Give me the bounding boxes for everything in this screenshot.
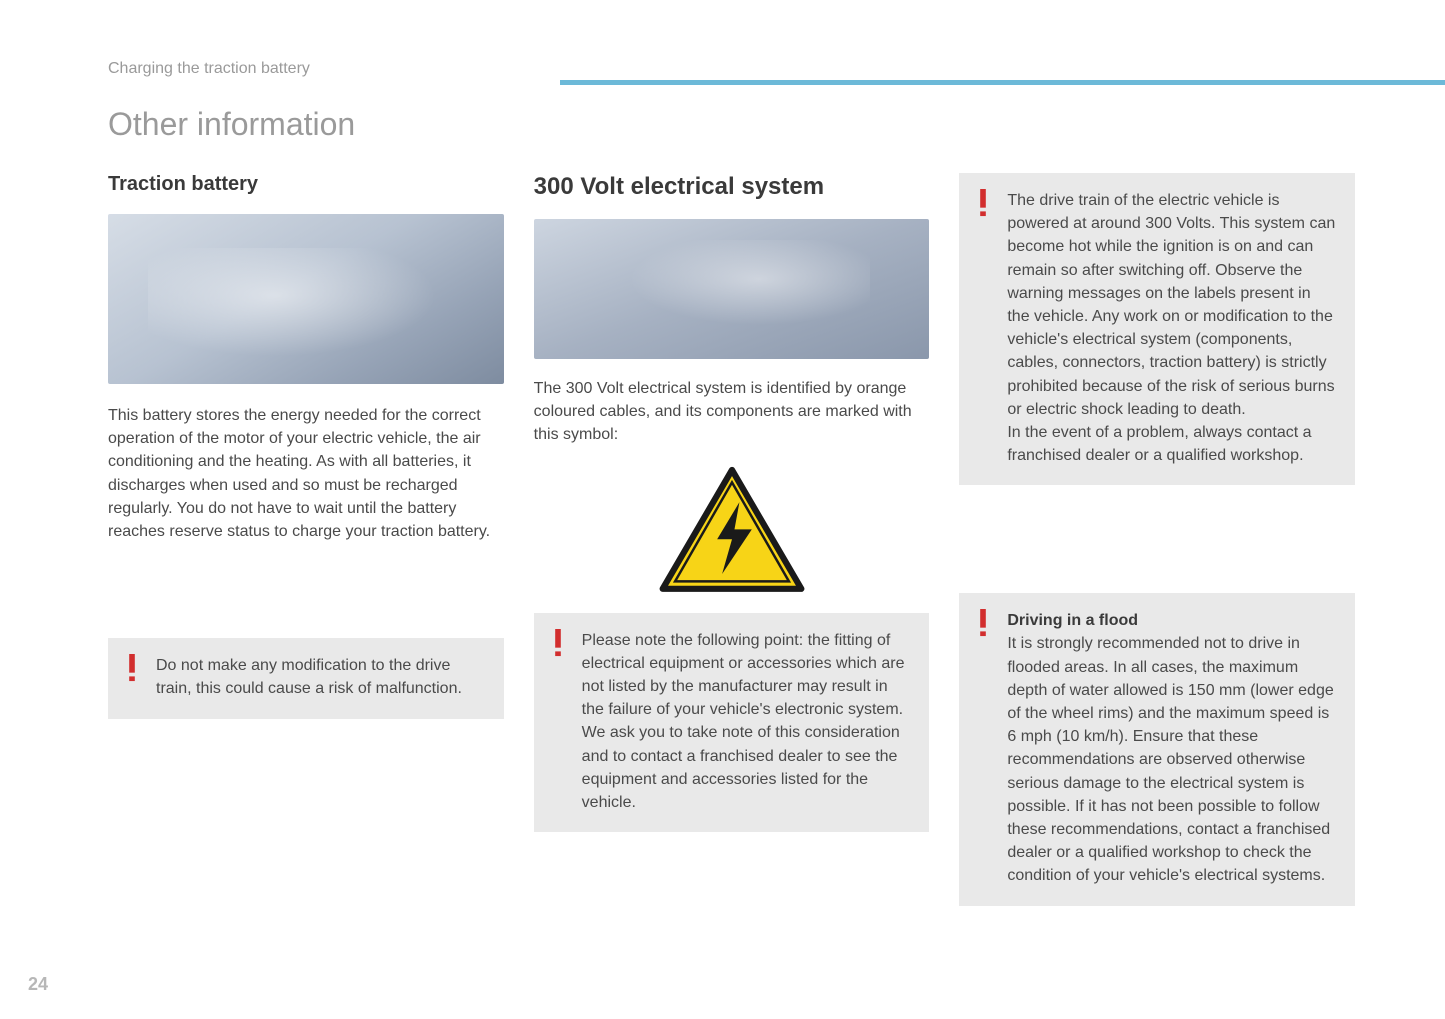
section-title-300v: 300 Volt electrical system: [534, 173, 930, 201]
column-300v-system: 300 Volt electrical system The 300 Volt …: [534, 173, 930, 924]
page-heading: Other information: [108, 106, 1355, 143]
header-rule: [560, 80, 1445, 85]
warning-box-flood: Driving in a flood It is strongly recomm…: [959, 593, 1355, 905]
warning-box-accessories: Please note the following point: the fit…: [534, 613, 930, 833]
manual-page: Charging the traction battery Other info…: [0, 0, 1445, 1019]
warning-icon: [977, 189, 995, 222]
body-text: The 300 Volt electrical system is identi…: [534, 377, 930, 447]
warning-text: Do not make any modification to the driv…: [156, 654, 486, 700]
page-number: 24: [28, 974, 48, 995]
warning-text: The drive train of the electric vehicle …: [1007, 189, 1337, 467]
hazard-symbol: [534, 465, 930, 595]
warning-text: Driving in a flood It is strongly recomm…: [1007, 609, 1337, 887]
content-columns: Traction battery This battery stores the…: [108, 173, 1355, 924]
section-title-traction: Traction battery: [108, 173, 504, 196]
breadcrumb: Charging the traction battery: [108, 60, 1355, 78]
illustration-traction-battery: [108, 214, 504, 384]
spacer: [959, 503, 1355, 593]
warning-box-high-voltage: The drive train of the electric vehicle …: [959, 173, 1355, 485]
warning-box-modification: Do not make any modification to the driv…: [108, 638, 504, 718]
body-text: This battery stores the energy needed fo…: [108, 404, 504, 543]
warning-text: Please note the following point: the fit…: [582, 629, 912, 815]
warning-title: Driving in a flood: [1007, 612, 1138, 629]
warning-icon: [977, 609, 995, 642]
warning-icon: [552, 629, 570, 662]
warning-body: It is strongly recommended not to drive …: [1007, 635, 1333, 884]
illustration-engine-bay: [534, 219, 930, 359]
column-safety-notes: The drive train of the electric vehicle …: [959, 173, 1355, 924]
column-traction-battery: Traction battery This battery stores the…: [108, 173, 504, 924]
warning-icon: [126, 654, 144, 687]
